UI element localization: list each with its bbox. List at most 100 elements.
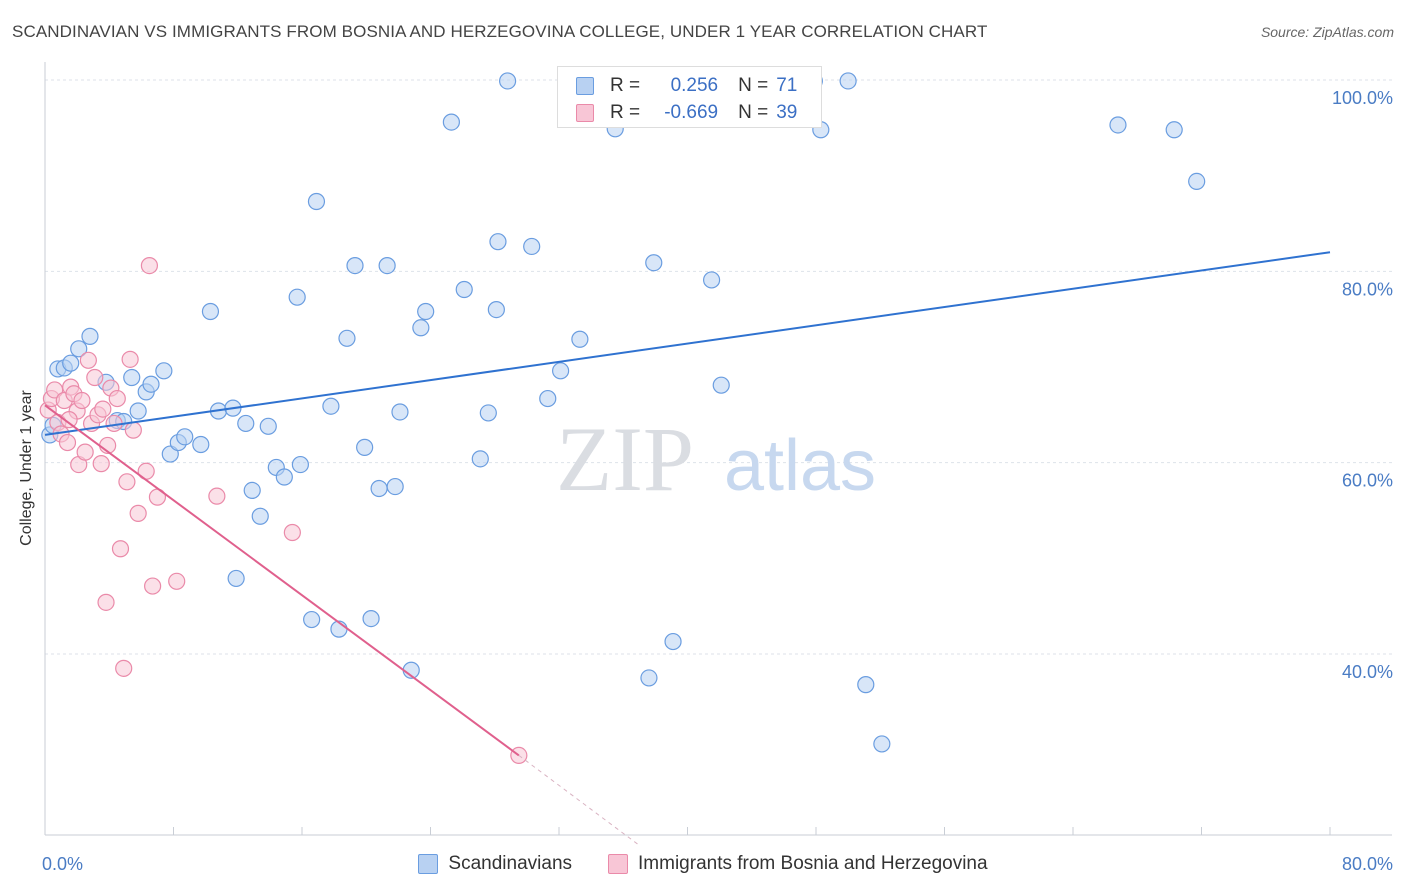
bosnia-points — [39, 256, 528, 765]
data-point-bosnia — [73, 391, 91, 410]
data-point-scandinavian — [839, 72, 857, 90]
data-point-scandinavian — [307, 192, 326, 211]
data-point-bosnia — [97, 593, 115, 611]
data-point-scandinavian — [1109, 116, 1127, 134]
data-point-scandinavian — [129, 402, 147, 420]
data-point-scandinavian — [386, 477, 404, 496]
legend-swatch-blue — [576, 77, 594, 95]
data-point-scandinavian — [1188, 172, 1206, 191]
data-point-bosnia — [58, 433, 77, 452]
x-tick-label-min: 0.0% — [42, 854, 83, 874]
legend-item-bosnia[interactable]: Immigrants from Bosnia and Herzegovina — [608, 853, 988, 875]
data-point-scandinavian — [640, 669, 658, 687]
data-point-scandinavian — [155, 362, 173, 380]
data-point-scandinavian — [645, 254, 663, 272]
data-point-scandinavian — [362, 610, 380, 628]
data-point-scandinavian — [702, 271, 721, 289]
legend-row-scandinavians: R = 0.256 N = 71 — [576, 73, 797, 99]
correlation-legend: R = 0.256 N = 71 R = -0.669 N = 39 — [557, 66, 822, 128]
data-point-scandinavian — [499, 72, 517, 90]
r-value-scandinavians: 0.256 — [670, 75, 719, 96]
n-label: N = — [738, 75, 769, 96]
data-point-scandinavian — [571, 330, 589, 348]
source-note: Source: ZipAtlas.com — [1260, 24, 1394, 40]
data-point-scandinavian — [275, 468, 293, 486]
data-point-scandinavian — [81, 327, 99, 345]
data-point-scandinavian — [412, 319, 430, 337]
data-point-bosnia — [79, 351, 97, 369]
data-point-bosnia — [168, 572, 186, 590]
data-point-bosnia — [108, 389, 126, 408]
scandinavian-points — [41, 72, 1206, 753]
data-point-scandinavian — [322, 397, 340, 415]
data-point-scandinavian — [552, 362, 570, 380]
tick-labels: 100.0% 80.0% 60.0% 40.0% 0.0% 80.0% — [42, 88, 1393, 874]
trend-line-scandinavians — [44, 251, 1331, 436]
data-point-scandinavian — [391, 403, 409, 421]
data-point-bosnia — [94, 400, 112, 418]
data-point-bosnia — [121, 350, 139, 368]
n-value-bosnia: 39 — [776, 102, 798, 123]
data-point-scandinavian — [489, 233, 507, 251]
trend-lines — [44, 251, 1331, 846]
data-point-scandinavian — [288, 288, 306, 306]
n-label: N = — [738, 102, 769, 123]
chart-title: SCANDINAVIAN VS IMMIGRANTS FROM BOSNIA A… — [12, 22, 988, 41]
data-point-scandinavian — [479, 404, 497, 422]
data-point-scandinavian — [370, 479, 388, 498]
data-point-scandinavian — [417, 302, 435, 321]
data-point-scandinavian — [227, 569, 245, 588]
data-point-scandinavian — [176, 428, 194, 446]
trend-line-bosnia — [44, 404, 520, 757]
r-label: R = — [610, 75, 641, 96]
data-point-scandinavian — [338, 329, 356, 347]
data-point-scandinavian — [192, 435, 210, 454]
axes — [44, 62, 1392, 836]
data-point-scandinavian — [356, 438, 374, 456]
data-point-bosnia — [76, 443, 94, 461]
data-point-scandinavian — [873, 735, 891, 753]
legend-swatch-pink — [576, 104, 594, 122]
data-point-bosnia — [115, 659, 133, 677]
data-point-scandinavian — [237, 414, 255, 433]
data-point-scandinavian — [123, 368, 141, 387]
n-value-scandinavians: 71 — [776, 75, 798, 96]
watermark: ZIP atlas — [556, 408, 876, 510]
data-point-bosnia — [60, 411, 78, 429]
data-point-bosnia — [283, 523, 301, 542]
legend-swatch-pink — [608, 854, 629, 874]
data-point-scandinavian — [664, 632, 682, 651]
data-point-scandinavian — [471, 450, 489, 468]
data-point-scandinavian — [712, 376, 730, 394]
data-point-bosnia — [92, 455, 110, 473]
data-point-scandinavian — [1165, 121, 1183, 139]
data-point-scandinavian — [70, 340, 88, 358]
r-label: R = — [610, 102, 641, 123]
legend-item-scandinavians[interactable]: Scandinavians — [418, 853, 572, 875]
data-point-scandinavian — [303, 610, 321, 629]
grid-lines — [45, 79, 1392, 655]
data-point-scandinavian — [857, 676, 875, 694]
legend-label-scandinavians: Scandinavians — [448, 853, 573, 874]
data-point-bosnia — [129, 504, 147, 522]
watermark-zip: ZIP — [556, 408, 694, 510]
data-point-scandinavian — [259, 417, 277, 435]
data-point-scandinavian — [455, 280, 473, 299]
legend-swatch-blue — [418, 854, 439, 874]
r-value-bosnia: -0.669 — [664, 102, 719, 123]
data-point-scandinavian — [251, 507, 269, 525]
data-point-scandinavian — [142, 375, 160, 393]
data-point-scandinavian — [201, 302, 220, 321]
x-tick-label-max: 80.0% — [1342, 854, 1393, 874]
legend-row-bosnia: R = -0.669 N = 39 — [576, 100, 797, 126]
legend-label-bosnia: Immigrants from Bosnia and Herzegovina — [638, 853, 988, 874]
y-tick-label: 80.0% — [1342, 279, 1393, 299]
data-point-scandinavian — [243, 481, 261, 500]
data-point-bosnia — [144, 577, 162, 595]
data-point-bosnia — [111, 540, 130, 558]
data-point-scandinavian — [62, 354, 80, 372]
data-point-bosnia — [140, 256, 159, 275]
y-tick-label: 100.0% — [1332, 88, 1393, 108]
watermark-atlas: atlas — [724, 426, 876, 506]
data-point-scandinavian — [378, 256, 396, 275]
